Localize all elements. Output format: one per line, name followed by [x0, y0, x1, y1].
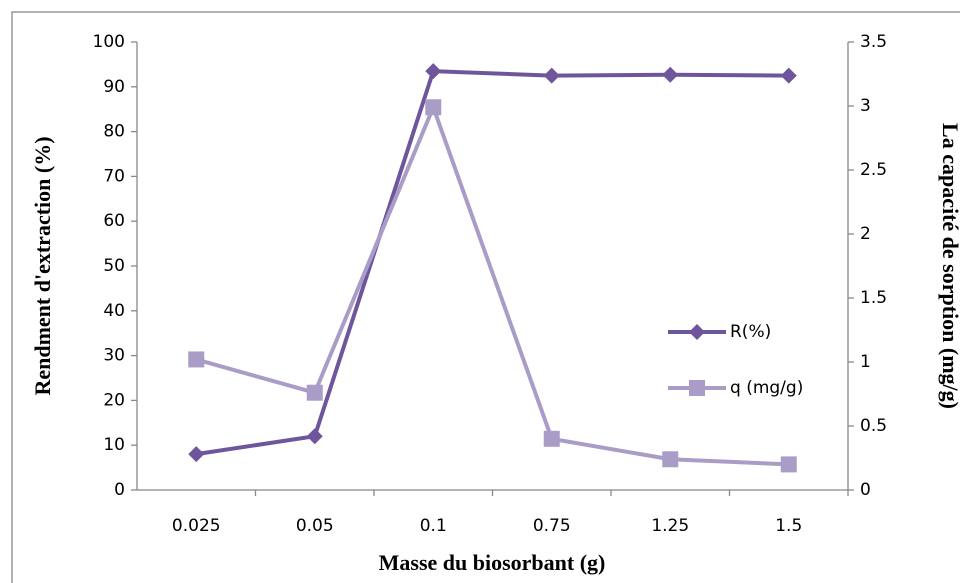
y-axis-title: Rendment d'extraction (%): [30, 136, 55, 395]
y2-tick-label: 1.5: [860, 288, 887, 308]
data-point: [425, 63, 442, 80]
x-tick-label: 0.025: [172, 516, 221, 536]
y-tick-label: 10: [103, 435, 125, 455]
data-point: [188, 446, 205, 463]
x-tick-label: 0.05: [296, 516, 334, 536]
series-line: [195, 101, 789, 467]
x-tick-label: 1.25: [651, 516, 689, 536]
y2-tick-label: 3: [860, 96, 871, 116]
legend-marker: [689, 324, 705, 340]
x-tick-label: 0.75: [533, 516, 571, 536]
data-point: [662, 66, 679, 83]
data-point: [662, 451, 679, 468]
y2-axis-title: La capacité de sorption (mg/g): [938, 123, 960, 409]
x-tick-label: 0.1: [420, 516, 447, 536]
data-point: [188, 351, 205, 368]
y-tick-label: 90: [103, 77, 125, 97]
y-tick-label: 50: [103, 256, 125, 276]
data-point: [306, 428, 323, 445]
y2-tick-label: 1: [860, 352, 871, 372]
legend-label: q (mg/g): [730, 378, 803, 398]
legend-label: R(%): [730, 322, 771, 342]
y2-tick-label: 3.5: [860, 32, 887, 52]
y-tick-label: 30: [103, 346, 125, 366]
data-point: [780, 67, 797, 84]
x-axis-title: Masse du biosorbant (g): [379, 550, 606, 575]
data-point: [425, 99, 442, 116]
y2-tick-label: 2: [860, 224, 871, 244]
chart-border: [11, 11, 960, 583]
series-line: [195, 69, 789, 457]
data-point: [543, 430, 560, 447]
y2-tick-label: 2.5: [860, 160, 887, 180]
y-tick-label: 80: [103, 122, 125, 142]
x-tick-label: 1.5: [775, 516, 802, 536]
y2-tick-label: 0.5: [860, 416, 887, 436]
y-tick-label: 0: [114, 480, 125, 500]
y-tick-label: 40: [103, 301, 125, 321]
data-point: [780, 456, 797, 473]
y-tick-label: 60: [103, 211, 125, 231]
y2-tick-label: 0: [860, 480, 871, 500]
data-point: [306, 384, 323, 401]
data-point: [543, 67, 560, 84]
legend-marker: [689, 380, 705, 396]
y-tick-label: 20: [103, 390, 125, 410]
y-tick-label: 100: [93, 32, 125, 52]
y-tick-label: 70: [103, 166, 125, 186]
